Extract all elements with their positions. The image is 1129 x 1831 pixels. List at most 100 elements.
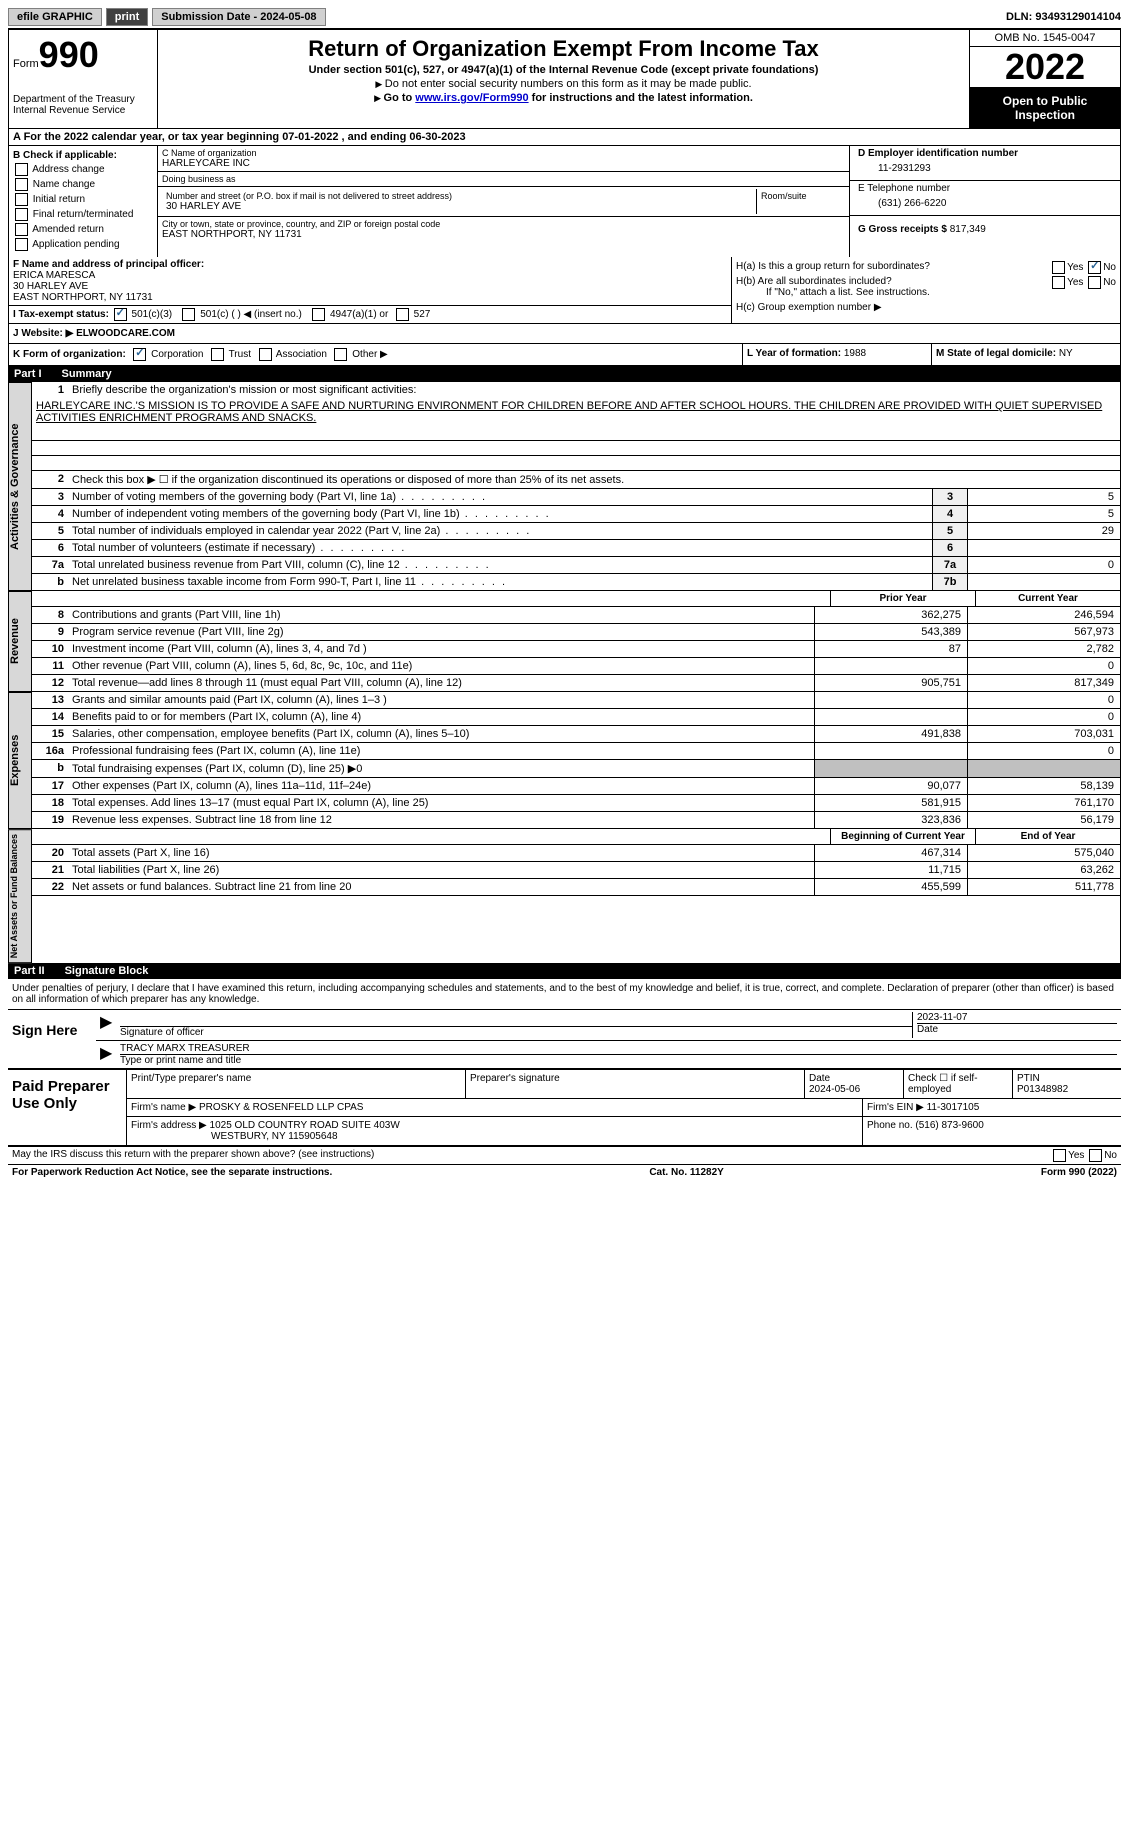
ha-no[interactable] — [1088, 261, 1101, 274]
ein-value: 11-2931293 — [858, 159, 1112, 178]
firm-addr1: 1025 OLD COUNTRY ROAD SUITE 403W — [210, 1120, 400, 1131]
ha-yes[interactable] — [1052, 261, 1065, 274]
section-fhi: F Name and address of principal officer:… — [8, 257, 1121, 324]
paid-row3: Firm's address ▶ 1025 OLD COUNTRY ROAD S… — [127, 1117, 1121, 1145]
line-17: 17 Other expenses (Part IX, column (A), … — [32, 778, 1120, 795]
discuss-no[interactable] — [1089, 1149, 1102, 1162]
officer-city: EAST NORTHPORT, NY 11731 — [13, 292, 153, 303]
form-title: Return of Organization Exempt From Incom… — [166, 36, 961, 62]
part1-label: Part I — [14, 368, 42, 380]
irs-link[interactable]: www.irs.gov/Form990 — [415, 92, 528, 104]
line3-val: 5 — [967, 489, 1120, 505]
firm-name: PROSKY & ROSENFELD LLP CPAS — [199, 1102, 364, 1113]
irs-label: Internal Revenue Service — [13, 105, 153, 116]
hb-no[interactable] — [1088, 276, 1101, 289]
chk-other[interactable] — [334, 348, 347, 361]
begin-end-header: Beginning of Current Year End of Year — [32, 829, 1120, 845]
chk-527[interactable] — [396, 308, 409, 321]
mission-label: Briefly describe the organization's miss… — [68, 382, 1120, 398]
officer-name: ERICA MARESCA — [13, 270, 95, 281]
chk-initial-return[interactable]: Initial return — [13, 193, 153, 206]
line-22: 22 Net assets or fund balances. Subtract… — [32, 879, 1120, 896]
officer-taxstatus: F Name and address of principal officer:… — [9, 257, 732, 323]
mission-text: HARLEYCARE INC.'S MISSION IS TO PROVIDE … — [32, 398, 1120, 426]
line-10: 10 Investment income (Part VIII, column … — [32, 641, 1120, 658]
sig-date-val: 2023-11-07 — [917, 1012, 1117, 1024]
dba-label: Doing business as — [162, 174, 845, 184]
dln-label: DLN: — [1006, 11, 1035, 23]
header-center: Return of Organization Exempt From Incom… — [158, 30, 969, 128]
firm-addr2: WESTBURY, NY 115905648 — [131, 1131, 338, 1142]
line-14: 14 Benefits paid to or for members (Part… — [32, 709, 1120, 726]
dln: DLN: 93493129014104 — [1006, 11, 1121, 23]
discuss-yes[interactable] — [1053, 1149, 1066, 1162]
hb-yes[interactable] — [1052, 276, 1065, 289]
line-9: 9 Program service revenue (Part VIII, li… — [32, 624, 1120, 641]
governance-content: 1 Briefly describe the organization's mi… — [32, 382, 1121, 591]
expenses-section: Expenses 13 Grants and similar amounts p… — [8, 692, 1121, 829]
chk-final-return[interactable]: Final return/terminated — [13, 208, 153, 221]
col-d-ein: D Employer identification number 11-2931… — [850, 146, 1120, 257]
revenue-content: Prior Year Current Year 8 Contributions … — [32, 591, 1121, 692]
sig-officer-row: ▶ Signature of officer 2023-11-07 Date — [96, 1010, 1121, 1041]
chk-name-change[interactable]: Name change — [13, 178, 153, 191]
chk-trust[interactable] — [211, 348, 224, 361]
chk-corp[interactable] — [133, 348, 146, 361]
chk-address-change[interactable]: Address change — [13, 163, 153, 176]
chk-app-pending[interactable]: Application pending — [13, 238, 153, 251]
line7a-desc: Total unrelated business revenue from Pa… — [68, 557, 932, 573]
goto-pre: Go to — [384, 92, 416, 104]
chk-501c[interactable] — [182, 308, 195, 321]
chk-assoc[interactable] — [259, 348, 272, 361]
chk-501c3[interactable] — [114, 308, 127, 321]
gross-cell: G Gross receipts $ 817,349 — [850, 216, 1120, 237]
city-cell: City or town, state or province, country… — [158, 217, 849, 242]
line4-val: 5 — [967, 506, 1120, 522]
col-b-title: B Check if applicable: — [13, 150, 153, 161]
form-subtitle: Under section 501(c), 527, or 4947(a)(1)… — [166, 64, 961, 76]
part1-body: Activities & Governance 1 Briefly descri… — [8, 382, 1121, 591]
website-row: J Website: ▶ ELWOODCARE.COM — [8, 324, 1121, 344]
h-block: H(a) Is this a group return for subordin… — [732, 257, 1120, 323]
blank-line — [32, 441, 1120, 456]
line4-desc: Number of independent voting members of … — [68, 506, 932, 522]
line6-desc: Total number of volunteers (estimate if … — [68, 540, 932, 556]
col-c-org-info: C Name of organization HARLEYCARE INC Do… — [158, 146, 850, 257]
part1-header: Part I Summary — [8, 366, 1121, 382]
calendar-year-row: A For the 2022 calendar year, or tax yea… — [8, 129, 1121, 146]
line-21: 21 Total liabilities (Part X, line 26) 1… — [32, 862, 1120, 879]
sig-name-title: TRACY MARX TREASURER — [120, 1043, 1117, 1055]
line-12: 12 Total revenue—add lines 8 through 11 … — [32, 675, 1120, 692]
officer-label: F Name and address of principal officer: — [13, 259, 204, 270]
org-name-cell: C Name of organization HARLEYCARE INC — [158, 146, 849, 172]
website-label: J Website: ▶ — [13, 328, 76, 339]
paid-right: Print/Type preparer's name Preparer's si… — [127, 1070, 1121, 1145]
line7b-desc: Net unrelated business taxable income fr… — [68, 574, 932, 590]
header-left: Form990 Department of the Treasury Inter… — [9, 30, 158, 128]
goto-post: for instructions and the latest informat… — [529, 92, 753, 104]
ein-label: D Employer identification number — [858, 148, 1112, 159]
print-button[interactable]: print — [106, 8, 148, 26]
line-19: 19 Revenue less expenses. Subtract line … — [32, 812, 1120, 829]
current-year-header: Current Year — [975, 591, 1120, 606]
ha-row: H(a) Is this a group return for subordin… — [736, 261, 1116, 272]
m-state: M State of legal domicile: NY — [932, 344, 1120, 365]
submission-date-value: 2024-05-08 — [260, 11, 316, 23]
bottom-line: For Paperwork Reduction Act Notice, see … — [8, 1165, 1121, 1180]
chk-amended[interactable]: Amended return — [13, 223, 153, 236]
hc-row: H(c) Group exemption number ▶ — [736, 302, 1116, 313]
discuss-text: May the IRS discuss this return with the… — [12, 1149, 1051, 1162]
line7a-val: 0 — [967, 557, 1120, 573]
goto-note: Go to www.irs.gov/Form990 for instructio… — [166, 92, 961, 104]
paid-preparer-label: Paid Preparer Use Only — [8, 1070, 127, 1145]
line-20: 20 Total assets (Part X, line 16) 467,31… — [32, 845, 1120, 862]
line7b-val — [967, 574, 1120, 590]
firm-phone: (516) 873-9600 — [915, 1120, 983, 1131]
room-label: Room/suite — [761, 191, 841, 201]
tax-status-label: I Tax-exempt status: — [13, 309, 109, 320]
chk-4947[interactable] — [312, 308, 325, 321]
side-governance: Activities & Governance — [8, 382, 32, 591]
prior-current-header: Prior Year Current Year — [32, 591, 1120, 607]
ptin-value: P01348982 — [1017, 1084, 1068, 1095]
officer-street: 30 HARLEY AVE — [13, 281, 88, 292]
